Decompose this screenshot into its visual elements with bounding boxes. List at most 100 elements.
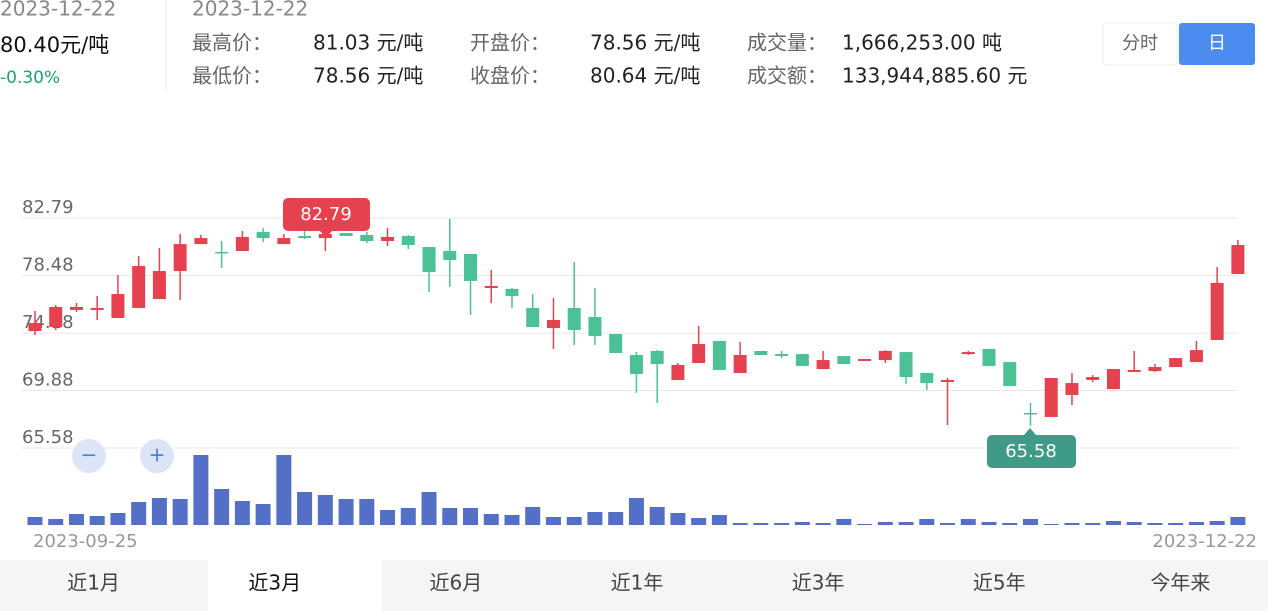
volume-bar	[836, 519, 852, 525]
stat-value: 78.56 元/吨	[313, 64, 423, 88]
zoom-button[interactable]	[140, 439, 174, 473]
candle-body	[152, 271, 166, 299]
min-pointer	[1024, 428, 1036, 435]
detail-date: 2023-12-22	[192, 0, 308, 21]
button-label[interactable]: 日	[1208, 33, 1226, 54]
tab-label[interactable]: 近3年	[792, 571, 845, 595]
volume-bar	[1105, 521, 1121, 525]
volume-bar	[628, 498, 644, 525]
candle-body	[609, 334, 623, 353]
volume-bar	[857, 524, 873, 525]
volume-bar	[981, 522, 997, 525]
candle-body	[505, 288, 519, 297]
candle-body	[69, 307, 83, 310]
candle-body	[837, 356, 851, 365]
volume-bar	[338, 499, 354, 525]
volume-bar	[214, 489, 230, 525]
volume-bar	[794, 522, 810, 525]
volume-bar	[940, 523, 956, 525]
button-label[interactable]: 分时	[1122, 33, 1158, 54]
volume-bar	[753, 523, 769, 525]
candle-body	[1065, 383, 1079, 395]
tab-label[interactable]: 近5年	[973, 571, 1026, 595]
stat-value: 80.64 元/吨	[590, 64, 700, 88]
volume-bar	[1147, 523, 1163, 525]
stat-label: 开盘价：	[470, 31, 550, 55]
volume-bar	[691, 518, 707, 525]
candle-body	[49, 307, 63, 328]
volume-bar	[587, 512, 603, 525]
candle-body	[733, 354, 747, 374]
candle-body	[215, 251, 229, 254]
tab-label[interactable]: 今年来	[1150, 571, 1210, 595]
volume-bar	[1022, 519, 1038, 525]
candle-body	[941, 379, 955, 382]
candle-body	[754, 350, 768, 355]
candle-body	[111, 294, 125, 318]
candle-body	[795, 354, 809, 366]
volume-bar	[815, 523, 831, 525]
volume-bar	[151, 498, 167, 525]
candle-body	[899, 352, 913, 378]
max-pointer	[320, 231, 332, 238]
candle-body	[692, 344, 706, 364]
volume-bar	[1230, 517, 1246, 525]
tab-label[interactable]: 近3月	[248, 571, 301, 595]
volume-bar	[400, 508, 416, 525]
candle-body	[878, 350, 892, 361]
tab-label[interactable]: 近1月	[67, 571, 120, 595]
stat-label: 最高价：	[192, 31, 272, 55]
volume-bar	[68, 514, 84, 525]
candle-body	[194, 238, 208, 245]
candle-body	[277, 238, 291, 245]
zoom-button[interactable]	[72, 439, 106, 473]
candle-body	[1003, 362, 1017, 386]
volume-bar	[1085, 523, 1101, 525]
volume-bar	[732, 523, 748, 525]
volume-bar	[898, 522, 914, 525]
volume-bar	[960, 519, 976, 525]
volume-bar	[1168, 523, 1184, 525]
candle-body	[422, 247, 436, 272]
stat-label: 成交量：	[747, 31, 827, 55]
volume-bar	[131, 502, 147, 525]
candle-body	[443, 251, 457, 260]
volume-bar	[1188, 522, 1204, 525]
candle-body	[1106, 369, 1120, 390]
min-label: 65.58	[1005, 441, 1057, 462]
volume-bar	[1064, 523, 1080, 525]
volume-bar	[711, 515, 727, 525]
stat-value: 78.56 元/吨	[590, 31, 700, 55]
candle-body	[132, 265, 146, 308]
tab-label[interactable]: 近1年	[611, 571, 664, 595]
candle-body	[712, 340, 726, 370]
volume-bar	[48, 519, 64, 525]
stat-value: 81.03 元/吨	[313, 31, 423, 55]
candle-body	[235, 236, 249, 252]
candle-body	[1231, 244, 1245, 274]
button-daily[interactable]	[1179, 23, 1255, 65]
min-marker	[987, 435, 1076, 468]
candle-body	[629, 354, 643, 374]
candle-body	[1044, 377, 1058, 417]
volume-bar	[255, 504, 271, 525]
x-tick-label: 2023-09-25	[33, 531, 138, 552]
candle-body	[1210, 282, 1224, 341]
candle-body	[920, 373, 934, 384]
zoom-label[interactable]: −	[81, 443, 98, 467]
volume-bar	[566, 517, 582, 525]
max-marker	[283, 198, 370, 231]
candle-body	[588, 317, 602, 337]
candle-body	[671, 365, 685, 380]
volume-bar	[89, 516, 105, 525]
volume-bar	[670, 513, 686, 525]
button-intraday[interactable]	[1102, 22, 1178, 66]
candle-body	[1148, 367, 1162, 372]
candle-body	[298, 236, 312, 239]
volume-bar	[1043, 524, 1059, 525]
candle-body	[28, 323, 42, 332]
zoom-label[interactable]: +	[149, 443, 166, 467]
tab-label[interactable]: 近6月	[429, 571, 482, 595]
